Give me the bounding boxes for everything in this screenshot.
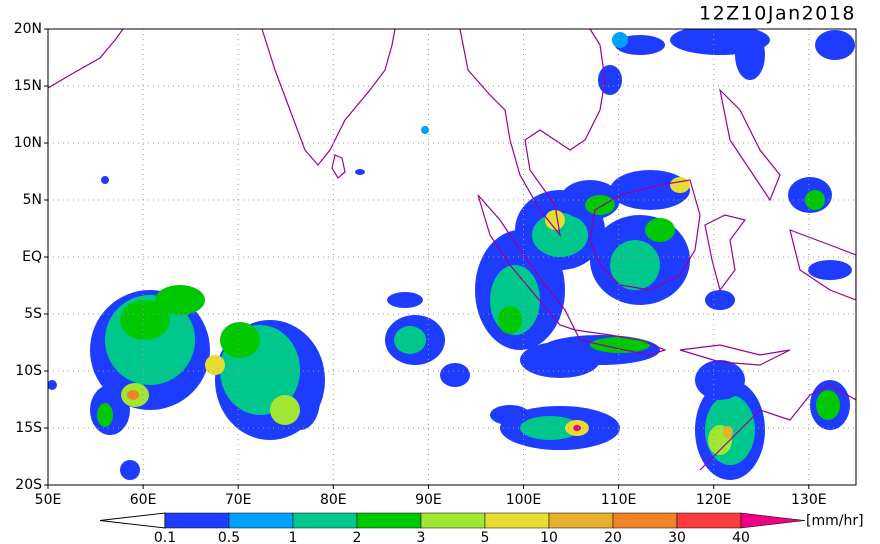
- lat-label: 5N: [23, 192, 42, 208]
- rain-cell: [498, 306, 522, 334]
- rain-cell: [421, 126, 429, 134]
- colorbar-box: [228, 512, 294, 529]
- lat-label: EQ: [22, 249, 42, 265]
- colorbar-box: [484, 512, 550, 529]
- rain-cell: [355, 169, 365, 175]
- rain-cell: [590, 337, 650, 353]
- colorbar-label: 10: [540, 530, 558, 544]
- rain-cell: [48, 380, 57, 390]
- rain-cell: [670, 177, 690, 193]
- rain-cell: [645, 218, 675, 242]
- colorbar-label: 40: [732, 530, 750, 544]
- rain-cell: [735, 30, 765, 80]
- lat-label: 15N: [14, 78, 42, 94]
- rain-cell: [805, 190, 825, 210]
- lon-label: 60E: [130, 492, 157, 508]
- rain-cell: [101, 176, 109, 184]
- colorbar-unit: [mm/hr]: [806, 513, 864, 529]
- rain-cell: [610, 240, 660, 290]
- graticule: [48, 29, 856, 485]
- colorbar-box: [420, 512, 486, 529]
- colorbar-label: 20: [604, 530, 622, 544]
- rain-cell: [220, 322, 260, 358]
- rain-cell: [127, 390, 139, 400]
- colorbar-label: 3: [417, 530, 426, 544]
- colorbar-label: 5: [481, 530, 490, 544]
- rain-cell: [545, 210, 565, 230]
- rain-field: [48, 29, 855, 480]
- rain-cell: [816, 390, 840, 420]
- lon-label: 80E: [320, 492, 347, 508]
- lon-label: 90E: [415, 492, 442, 508]
- colorbar-label: 30: [668, 530, 686, 544]
- lon-label: 120E: [696, 492, 732, 508]
- rain-cell: [815, 30, 855, 60]
- colorbar-low-end: [99, 512, 166, 529]
- rain-cell: [610, 170, 690, 210]
- lon-label: 110E: [601, 492, 637, 508]
- lon-label: 50E: [35, 492, 62, 508]
- colorbar: 0.1 0.5 1 2 3 5 10 20 30 40 [mm/hr]: [99, 512, 864, 544]
- colorbar-label: 0.5: [218, 530, 240, 544]
- rain-cell: [585, 195, 615, 215]
- rain-cell: [394, 326, 426, 354]
- rain-cell: [490, 405, 530, 425]
- colorbar-label: 1: [289, 530, 298, 544]
- colorbar-high-end: [740, 512, 806, 529]
- colorbar-box: [164, 512, 230, 529]
- lon-label: 70E: [225, 492, 252, 508]
- lat-label: 5S: [24, 306, 42, 322]
- lat-label: 10N: [14, 135, 42, 151]
- rain-cell: [705, 290, 735, 310]
- rain-cell: [695, 360, 745, 400]
- colorbar-label: 2: [353, 530, 362, 544]
- colorbar-box: [356, 512, 422, 529]
- colorbar-box: [676, 512, 742, 529]
- rain-cell: [440, 363, 470, 387]
- rain-cell: [155, 285, 205, 315]
- colorbar-box: [548, 512, 614, 529]
- colorbar-label: 0.1: [154, 530, 176, 544]
- rain-cell: [520, 416, 580, 440]
- rain-cell: [573, 425, 581, 431]
- rain-cell: [723, 426, 733, 438]
- lon-label: 100E: [506, 492, 542, 508]
- map-title: 12Z10Jan2018: [699, 3, 856, 25]
- rain-cell: [97, 403, 113, 427]
- lat-label: 15S: [15, 420, 42, 436]
- lon-label: 130E: [791, 492, 827, 508]
- rain-cell: [205, 355, 225, 375]
- lat-label: 10S: [15, 363, 42, 379]
- lat-label: 20S: [15, 477, 42, 493]
- rain-cell: [612, 32, 628, 48]
- colorbar-box: [292, 512, 358, 529]
- colorbar-box: [612, 512, 678, 529]
- coastlines: [48, 29, 856, 471]
- rain-cell: [520, 342, 600, 378]
- rain-cell: [270, 395, 300, 425]
- lat-label: 20N: [14, 21, 42, 37]
- rain-cell: [387, 292, 423, 308]
- rain-cell: [808, 260, 852, 280]
- rain-cell: [120, 460, 140, 480]
- rain-cell: [120, 300, 170, 340]
